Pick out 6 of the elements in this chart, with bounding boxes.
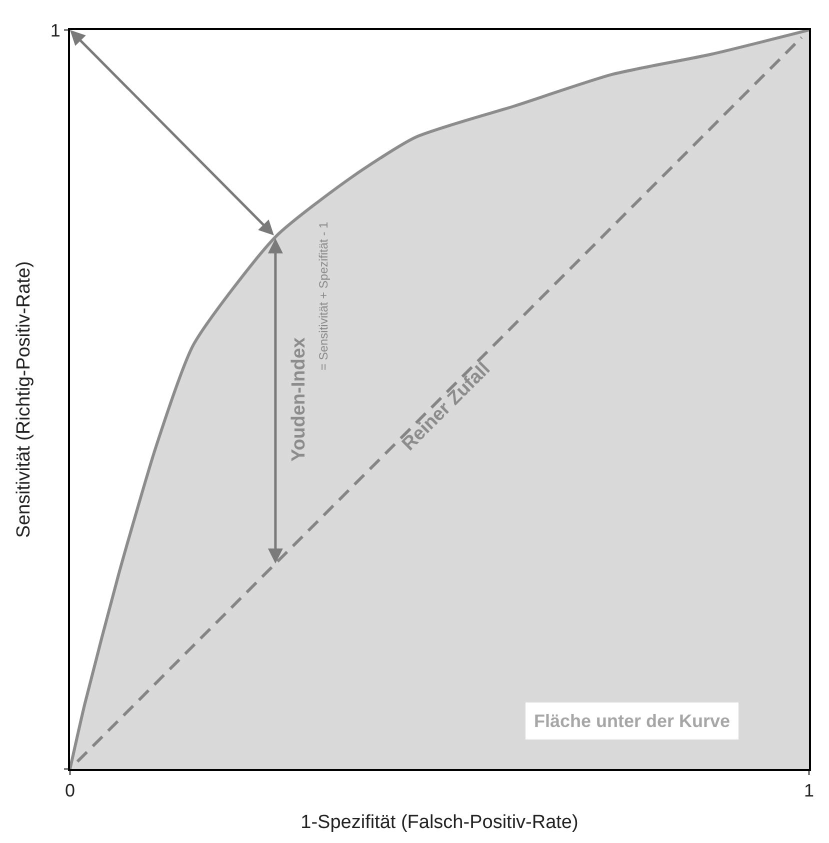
- y-axis-title: Sensitivität (Richtig-Positiv-Rate): [14, 261, 35, 538]
- annotation: Youden-Index: [288, 336, 310, 462]
- x-axis-title: 1-Spezifität (Falsch-Positiv-Rate): [300, 812, 578, 833]
- annotation: Fläche unter der Kurve: [534, 711, 730, 731]
- x-tick-label: 0: [64, 780, 76, 801]
- annotation: = Sensitivität + Spezifität - 1: [316, 221, 330, 371]
